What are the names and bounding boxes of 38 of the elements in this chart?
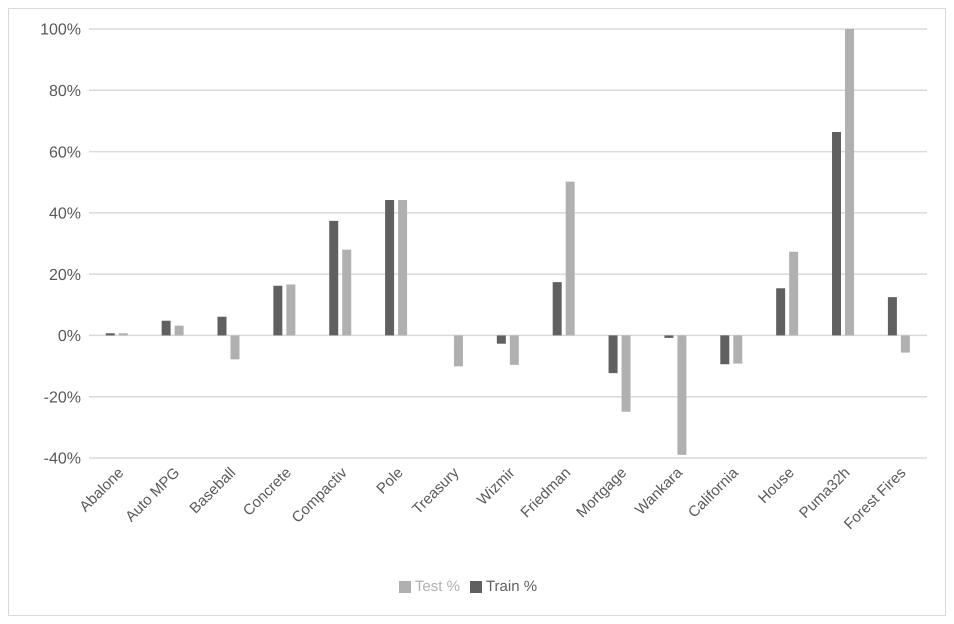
bar: [174, 326, 184, 336]
bar: [733, 335, 742, 364]
y-tick-label: 80%: [48, 82, 81, 100]
x-tick-label: Pole: [373, 464, 407, 498]
bar: [622, 335, 631, 412]
bar: [217, 316, 226, 336]
bar: [566, 182, 575, 336]
y-tick-label: 60%: [48, 144, 81, 162]
bar: [385, 200, 394, 336]
bar: [329, 220, 338, 336]
bar: [273, 286, 282, 336]
y-tick-label: -40%: [44, 450, 81, 468]
bar: [720, 335, 730, 364]
bar: [496, 335, 506, 344]
bar: [776, 288, 786, 336]
bar: [888, 297, 897, 336]
bar: [664, 335, 674, 338]
bar: [286, 284, 296, 336]
y-tick-label: 20%: [48, 266, 81, 284]
y-tick-label: 0%: [58, 328, 81, 346]
legend-label: Test %: [414, 578, 460, 595]
bar: [162, 320, 171, 336]
bar: [398, 200, 408, 336]
bar: [230, 335, 240, 360]
legend-label: Train %: [486, 578, 538, 595]
y-tick-label: 40%: [48, 206, 81, 223]
bar: [342, 250, 352, 336]
bar: [454, 335, 463, 366]
bar: [845, 29, 854, 336]
bar: [552, 282, 562, 336]
bar: [608, 335, 618, 374]
bar: [510, 335, 519, 365]
bar: [677, 335, 686, 455]
y-tick-label: 100%: [40, 22, 81, 39]
bar: [789, 252, 798, 336]
y-tick-label: -20%: [44, 389, 81, 406]
bar: [832, 132, 842, 336]
bar: [900, 335, 910, 353]
